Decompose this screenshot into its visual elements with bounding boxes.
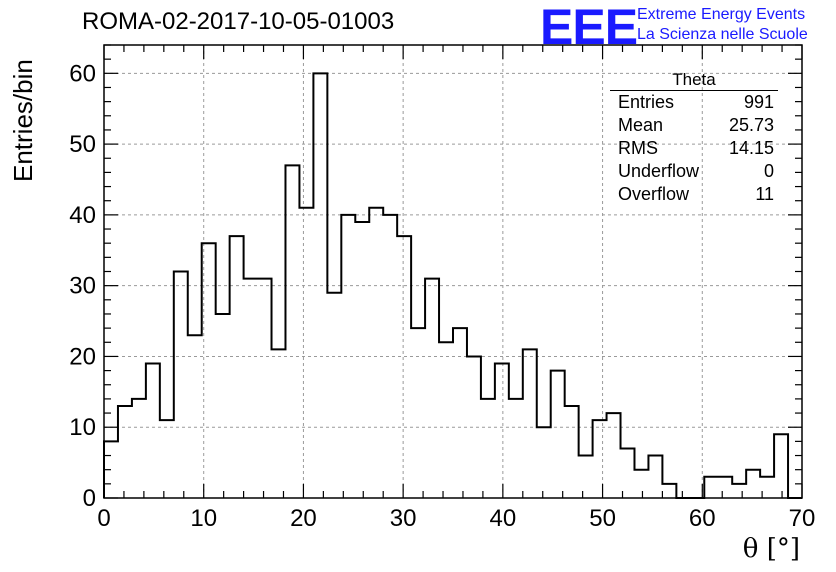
stats-box: Theta Entries 991 Mean 25.73 RMS 14.15 U… [610, 70, 778, 206]
y-tick-label: 40 [69, 202, 96, 229]
y-tick-label: 0 [83, 485, 96, 512]
x-tick-label: 30 [390, 505, 417, 532]
x-tick-label: 20 [290, 505, 317, 532]
logo-line-1: Extreme Energy Events [637, 6, 806, 23]
x-tick-label: 40 [490, 505, 517, 532]
histogram-step-line [103, 72, 802, 499]
tick-labels: 0 10 20 30 40 50 60 70 0 10 20 30 40 50 60 [69, 60, 815, 532]
stats-row-entries: Entries 991 [610, 91, 778, 114]
stats-label: Overflow [618, 184, 690, 204]
x-tick-label: 70 [789, 505, 816, 532]
y-tick-label: 50 [69, 131, 96, 158]
y-tick-label: 20 [69, 343, 96, 370]
stats-label: Mean [618, 115, 664, 135]
logo-line-2: La Scienza nelle Scuole [637, 26, 808, 43]
x-tick-label: 0 [97, 505, 110, 532]
y-axis-label: Entries/bin [8, 59, 38, 182]
x-tick-label: 60 [689, 505, 716, 532]
stats-label: Underflow [618, 161, 700, 181]
stats-value: 991 [743, 92, 774, 112]
stats-row-mean: Mean 25.73 [610, 114, 778, 137]
y-tick-label: 30 [69, 273, 96, 300]
stats-row-overflow: Overflow 11 [610, 183, 778, 206]
stats-value: 0 [763, 161, 774, 181]
eee-logo: EEE [540, 0, 638, 55]
y-tick-label: 10 [69, 414, 96, 441]
plot-frame [103, 44, 803, 499]
x-axis-label: θ [°] [742, 534, 800, 564]
x-tick-label: 10 [190, 505, 217, 532]
stats-row-rms: RMS 14.15 [610, 137, 778, 160]
plot-title: ROMA-02-2017-10-05-01003 [82, 8, 395, 35]
stats-label: Entries [618, 92, 675, 112]
stats-value: 11 [755, 184, 774, 204]
stats-value: 25.73 [728, 115, 774, 135]
grid-lines [104, 45, 802, 498]
stats-label: RMS [618, 138, 658, 158]
x-tick-label: 50 [589, 505, 616, 532]
stats-row-underflow: Underflow 0 [610, 160, 778, 183]
stats-title: Theta [610, 70, 778, 91]
y-tick-label: 60 [69, 60, 96, 87]
stats-value: 14.15 [728, 138, 774, 158]
